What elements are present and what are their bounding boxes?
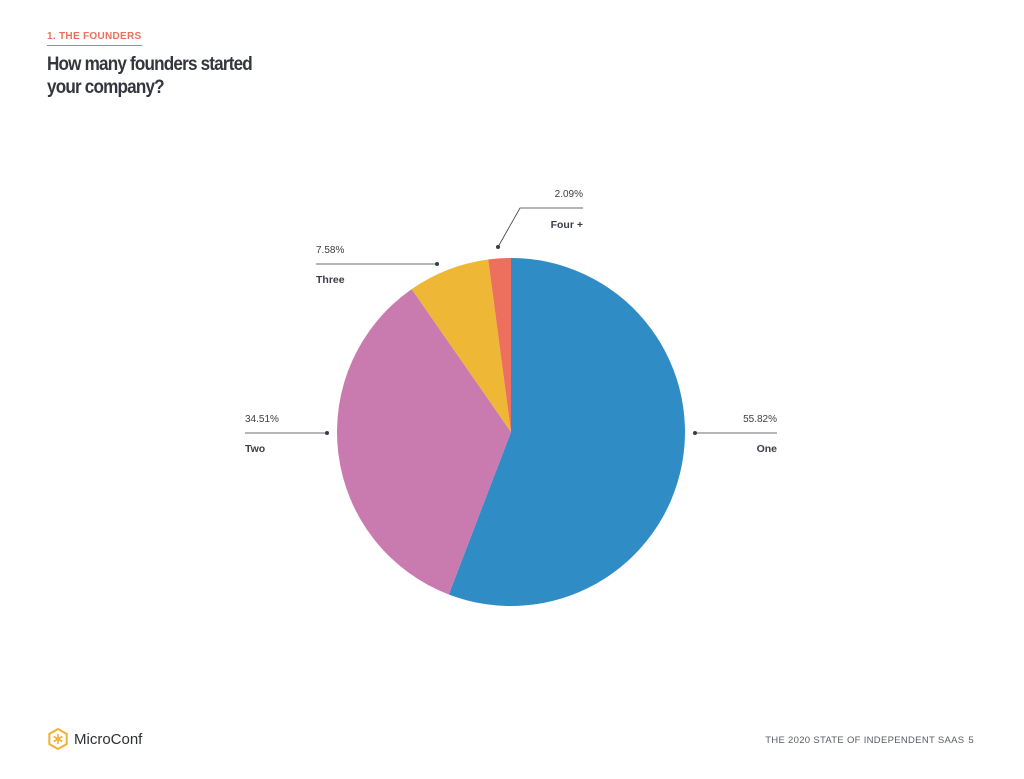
leader-dot-four — [496, 245, 500, 249]
leader-line-four — [497, 207, 583, 248]
section-label: 1. THE FOUNDERS — [47, 31, 142, 46]
pie-slice-three — [411, 259, 511, 432]
brand-name: MicroConf — [74, 730, 143, 748]
pie-slice-four — [488, 258, 511, 432]
page-title: How many founders started your company? — [47, 54, 253, 98]
report-title: THE 2020 STATE OF INDEPENDENT SAAS — [765, 735, 965, 746]
leader-dot-one — [693, 431, 697, 435]
leader-dot-three — [435, 262, 439, 266]
value-label-three: 7.58% — [316, 245, 344, 256]
report-footer: THE 2020 STATE OF INDEPENDENT SAAS 5 — [765, 735, 974, 746]
value-label-one: 55.82% — [743, 414, 777, 425]
leader-dot-two — [325, 431, 329, 435]
page-number: 5 — [968, 735, 974, 746]
pie-slice-one — [448, 258, 685, 606]
category-label-one: One — [757, 443, 778, 455]
microconf-logo-icon — [48, 728, 68, 750]
footer-logo: MicroConf — [47, 728, 142, 750]
value-label-four: 2.09% — [555, 189, 583, 200]
category-label-four: Four + — [551, 219, 583, 231]
category-label-three: Three — [316, 274, 345, 286]
category-label-two: Two — [245, 443, 265, 455]
pie-slice-two — [336, 289, 511, 595]
value-label-two: 34.51% — [245, 414, 279, 425]
